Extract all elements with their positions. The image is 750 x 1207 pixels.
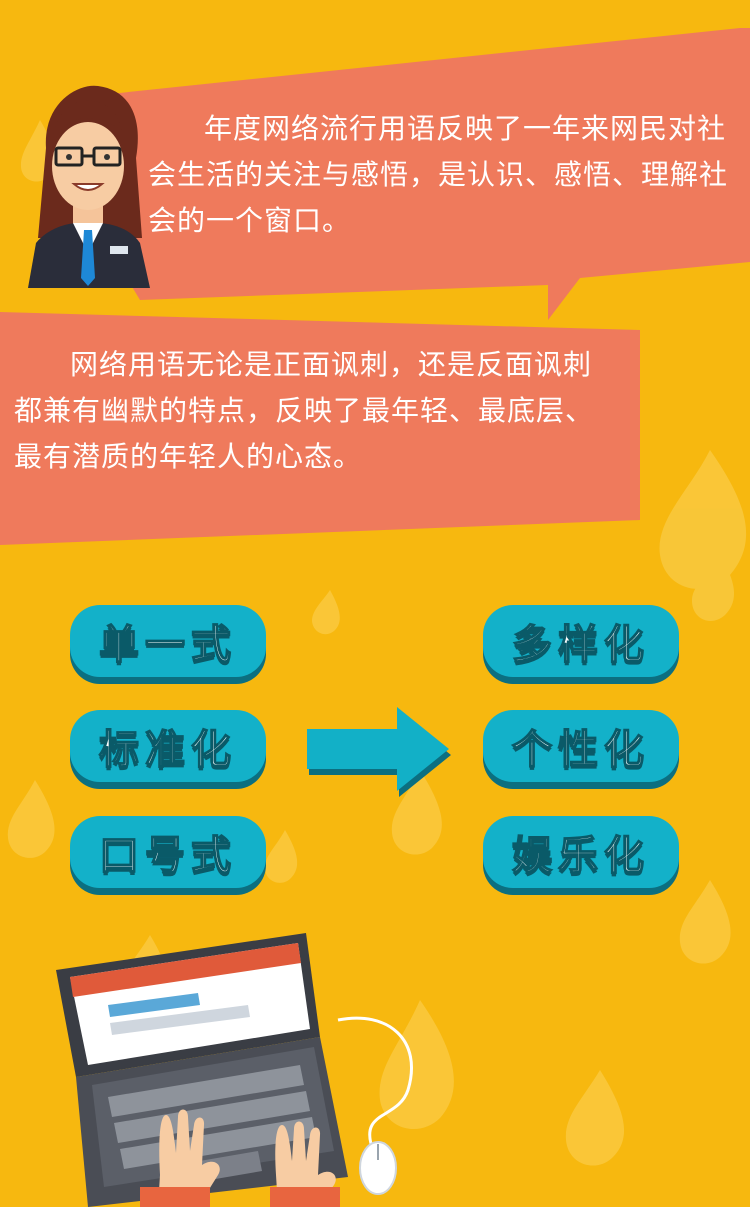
after-style-pill-entertainment: 娱乐化	[483, 816, 679, 888]
speech-bubbles	[0, 28, 750, 545]
laptop-hands-icon	[56, 933, 348, 1207]
before-style-pill-slogan: 口号式	[70, 816, 266, 888]
right-arrow-icon	[307, 707, 451, 797]
before-style-pill-standardized: 标准化	[70, 710, 266, 782]
speech-bubble-bottom	[0, 312, 640, 545]
before-style-pill-single: 单一式	[70, 605, 266, 677]
speech-paragraph-1: 年度网络流行用语反映了一年来网民对社会生活的关注与感悟，是认识、感悟、理解社会的…	[148, 112, 729, 237]
after-style-pill-diverse: 多样化	[483, 605, 679, 677]
speech-paragraph-2: 网络用语无论是正面讽刺，还是反面讽刺都兼有幽默的特点，反映了最年轻、最底层、最有…	[14, 348, 595, 473]
mouse-icon	[337, 1016, 413, 1195]
after-style-pill-personalized: 个性化	[483, 710, 679, 782]
speech-bubble-top	[100, 28, 750, 320]
female-teacher-avatar-icon	[28, 85, 150, 288]
